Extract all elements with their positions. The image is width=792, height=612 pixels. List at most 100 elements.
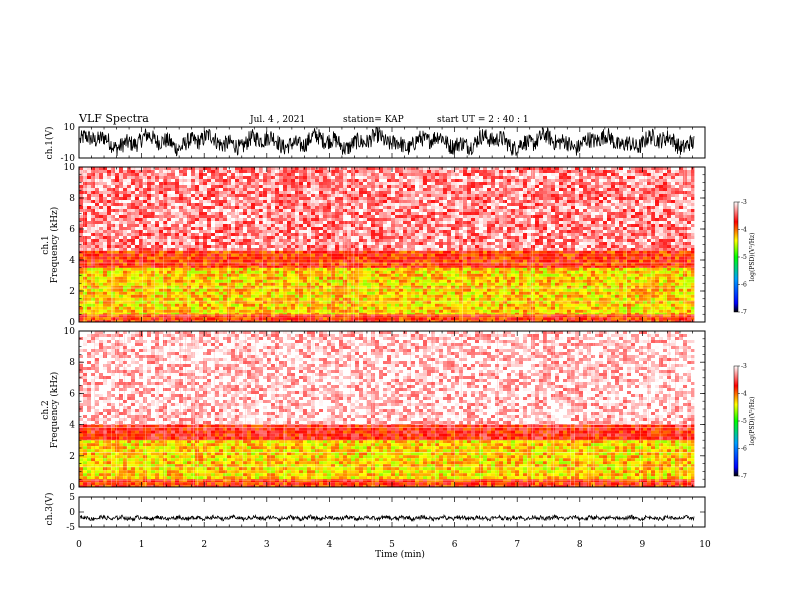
spectrogram-cell (127, 233, 131, 236)
spectrogram-cell (639, 276, 643, 280)
spectrogram-cell (103, 279, 107, 283)
spectrogram-cell (675, 320, 679, 323)
spectrogram-cell (591, 276, 595, 280)
spectrogram-cell (307, 250, 311, 254)
spectrogram-cell (319, 309, 323, 313)
spectrogram-cell (99, 297, 103, 301)
spectrogram-cell (679, 256, 683, 260)
spectrogram-cell (207, 188, 211, 191)
spectrogram-cell (459, 276, 463, 280)
spectrogram-cell (199, 259, 203, 263)
spectrogram-cell (683, 300, 687, 304)
spectrogram-cell (211, 212, 215, 215)
spectrogram-cell (335, 320, 339, 323)
spectrogram-cell (211, 303, 215, 307)
spectrogram-cell (359, 270, 363, 274)
spectrogram-cell (395, 265, 399, 268)
spectrogram-cell (199, 239, 203, 242)
spectrogram-cell (155, 259, 159, 263)
spectrogram-cell (87, 288, 91, 292)
spectrogram-cell (131, 194, 135, 197)
spectrogram-cell (519, 256, 523, 260)
spectrogram-cell (315, 253, 319, 257)
spectrogram-cell (143, 239, 147, 242)
spectrogram-cell (627, 288, 631, 292)
spectrogram-cell (611, 265, 615, 268)
spectrogram-cell (431, 309, 435, 313)
spectrogram-cell (159, 291, 163, 295)
spectrogram-cell (231, 262, 235, 266)
spectrogram-cell (491, 297, 495, 301)
spectrogram-cell (159, 170, 163, 173)
spectrogram-cell (587, 317, 591, 321)
spectrogram-cell (627, 265, 631, 268)
spectrogram-cell (179, 203, 183, 206)
spectrogram-cell (447, 309, 451, 313)
spectrogram-cell (99, 218, 103, 221)
spectrogram-cell (667, 256, 671, 260)
spectrogram-cell (411, 300, 415, 304)
spectrogram-cell (475, 320, 479, 323)
spectrogram-cell (79, 297, 83, 301)
spectrogram-cell (131, 262, 135, 266)
spectrogram-cell (291, 297, 295, 301)
spectrogram-cell (235, 309, 239, 313)
spectrogram-cell (151, 209, 155, 212)
spectrogram-cell (91, 218, 95, 221)
spectrogram-cell (655, 300, 659, 304)
spectrogram-cell (687, 317, 691, 321)
spectrogram-cell (543, 262, 547, 266)
spectrogram-cell (107, 176, 111, 179)
spectrogram-cell (391, 294, 395, 298)
spectrogram-cell (527, 270, 531, 274)
spectrogram-cell (123, 188, 127, 191)
spectrogram-cell (483, 270, 487, 274)
spectrogram-cell (203, 209, 207, 212)
spectrogram-cell (111, 188, 115, 191)
spectrogram-cell (331, 273, 335, 277)
spectrogram-cell (195, 285, 199, 289)
spectrogram-cell (687, 253, 691, 257)
spectrogram-cell (267, 291, 271, 295)
spectrogram-cell (483, 297, 487, 301)
spectrogram-cell (155, 242, 159, 245)
spectrogram-cell (419, 270, 423, 274)
spectrogram-cell (371, 253, 375, 257)
spectrogram-cell (155, 176, 159, 179)
spectrogram-cell (267, 276, 271, 280)
spectrogram-cell (199, 173, 203, 176)
spectrogram-cell (91, 248, 95, 251)
spectrogram-cell (347, 317, 351, 321)
spectrogram-cell (111, 209, 115, 212)
spectrogram-cell (615, 273, 619, 277)
spectrogram-cell (515, 276, 519, 280)
spectrogram-cell (243, 303, 247, 307)
spectrogram-cell (415, 267, 419, 271)
spectrogram-cell (215, 197, 219, 200)
spectrogram-cell (95, 262, 99, 266)
spectrogram-cell (211, 276, 215, 280)
spectrogram-cell (539, 270, 543, 274)
spectrogram-cell (443, 259, 447, 263)
spectrogram-cell (359, 320, 363, 323)
spectrogram-cell (491, 288, 495, 292)
spectrogram-cell (159, 285, 163, 289)
spectrogram-cell (623, 288, 627, 292)
spectrogram-cell (415, 309, 419, 313)
spectrogram-cell (451, 276, 455, 280)
spectrogram-cell (247, 270, 251, 274)
spectrogram-cell (475, 259, 479, 263)
spectrogram-cell (431, 320, 435, 323)
spectrogram-cell (555, 288, 559, 292)
spectrogram-cell (99, 230, 103, 233)
spectrogram-cell (451, 273, 455, 277)
spectrogram-cell (667, 262, 671, 266)
spectrogram-cell (427, 253, 431, 257)
spectrogram-cell (567, 270, 571, 274)
spectrogram-cell (179, 227, 183, 230)
spectrogram-cell (179, 242, 183, 245)
spectrogram-cell (339, 256, 343, 260)
spectrogram-cell (115, 248, 119, 251)
spectrogram-cell (147, 197, 151, 200)
spectrogram-cell (247, 306, 251, 310)
